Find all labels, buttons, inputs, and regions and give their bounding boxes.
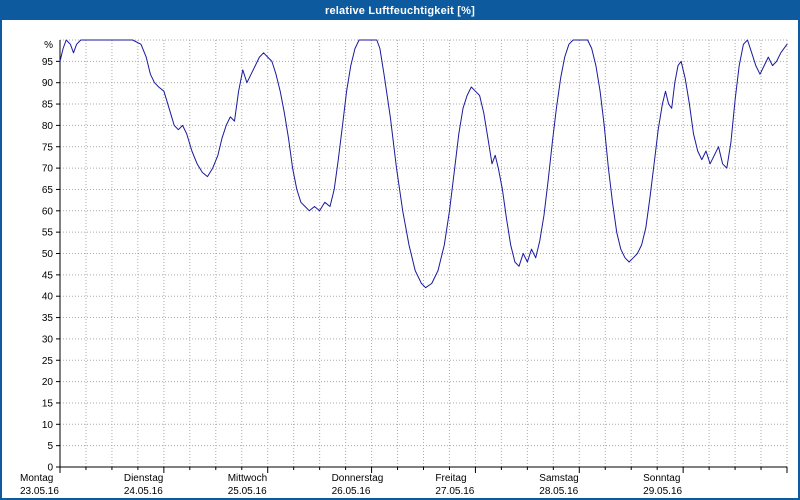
x-day-label: Sonntag [643,473,680,484]
y-tick-label: 20 [42,377,54,388]
x-date-label: 25.05.16 [228,486,267,497]
x-date-label: 26.05.16 [332,486,371,497]
x-day-label: Samstag [539,473,578,484]
y-tick-label: 95 [42,57,54,68]
y-tick-label: 40 [42,292,54,303]
y-tick-label: 55 [42,228,54,239]
y-tick-label: 80 [42,121,54,132]
y-tick-label: 85 [42,100,54,111]
x-date-label: 29.05.16 [643,486,682,497]
humidity-line-chart: 0 5 10 15 20 25 30 35 40 45 50 55 60 65 70 75 80 85 90 95% M… [20,39,788,497]
y-tick-label: 45 [42,270,54,281]
y-tick-label: 30 [42,334,54,345]
x-day-label: Donnerstag [332,473,384,484]
x-day-label: Mittwoch [228,473,267,484]
x-day-label: Freitag [435,473,466,484]
humidity-series-line [59,39,788,289]
chart-area: 0 5 10 15 20 25 30 35 40 45 50 55 60 65 70 75 80 85 90 95% M… [2,20,798,498]
y-axis-unit-label: % [44,40,53,51]
x-day-label: Montag [20,473,53,484]
y-tick-label: 70 [42,164,54,175]
y-tick-label: 35 [42,313,54,324]
y-tick-label: 5 [47,441,53,452]
y-tick-label: 90 [42,78,54,89]
y-tick-label: 65 [42,185,54,196]
x-day-label: Dienstag [124,473,163,484]
y-tick-label: 60 [42,206,54,217]
title-bar: relative Luftfeuchtigkeit [%] [2,2,798,20]
y-tick-label: 75 [42,142,54,153]
x-date-label: 23.05.16 [20,486,59,497]
x-date-label: 27.05.16 [435,486,474,497]
y-tick-label: 10 [42,420,54,431]
y-tick-label: 0 [47,463,53,474]
x-date-label: 24.05.16 [124,486,163,497]
chart-title: relative Luftfeuchtigkeit [%] [324,5,476,17]
x-date-label: 28.05.16 [539,486,578,497]
y-tick-label: 50 [42,249,54,260]
y-tick-label: 25 [42,356,54,367]
y-tick-label: 15 [42,398,54,409]
